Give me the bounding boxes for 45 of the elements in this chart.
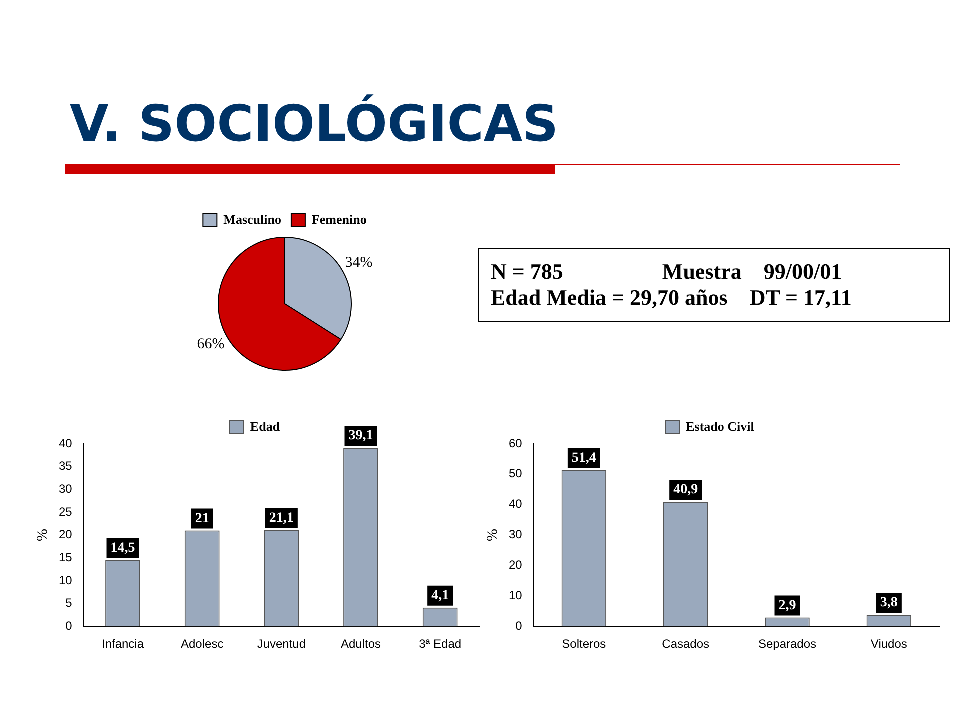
- y-tick-label: 20: [508, 558, 523, 572]
- x-tick-label: Casados: [662, 637, 710, 652]
- x-tick-label: Viudos: [870, 637, 908, 652]
- x-tick-label: Adultos: [340, 637, 382, 652]
- y-tick-label: 30: [508, 528, 523, 542]
- text: Edad Media = 29,70 años DT = 17,11: [491, 285, 852, 310]
- x-tick-label: Solteros: [562, 637, 606, 652]
- text: V. SOCIOLÓGICAS: [70, 95, 559, 153]
- y-tick-label: 0: [516, 618, 523, 633]
- y-tick-label: 10: [58, 573, 73, 588]
- y-axis-title: %: [484, 529, 501, 542]
- data-label: 2,9: [778, 598, 796, 614]
- text: N = 785 Muestra 99/00/01: [491, 259, 842, 284]
- data-label: 34%: [345, 255, 373, 272]
- y-tick-label: 30: [58, 482, 73, 496]
- y-tick-label: 10: [508, 588, 523, 602]
- x-tick-label: Adolesc: [180, 637, 224, 652]
- y-tick-label: 35: [58, 459, 73, 474]
- y-tick-label: 25: [58, 504, 73, 519]
- x-tick-label: Juventud: [257, 637, 306, 652]
- y-tick-label: 5: [66, 596, 73, 610]
- y-tick-label: 15: [58, 550, 73, 564]
- data-label: 21: [195, 511, 210, 526]
- data-label: 4,1: [432, 588, 450, 604]
- x-tick-label: Separados: [758, 637, 817, 652]
- data-label: 66%: [197, 336, 225, 353]
- y-tick-label: 20: [58, 528, 73, 542]
- data-label: 51,4: [572, 450, 596, 466]
- y-tick-label: 60: [508, 436, 523, 450]
- y-tick-label: 40: [58, 436, 73, 450]
- data-label: 21,1: [269, 510, 294, 526]
- data-label: 14,5: [110, 541, 136, 556]
- legend-label: Masculino: [224, 212, 282, 227]
- legend-label: Femenino: [312, 212, 367, 227]
- x-tick-label: Infancia: [102, 637, 144, 652]
- data-label: 3,8: [880, 596, 898, 611]
- legend-label: Estado Civil: [686, 418, 755, 434]
- y-tick-label: 0: [66, 618, 73, 633]
- legend-label: Edad: [250, 418, 281, 434]
- data-label: 40,9: [674, 482, 698, 498]
- x-tick-label: 3ª Edad: [419, 637, 462, 652]
- data-label: 39,1: [348, 428, 374, 444]
- y-tick-label: 40: [508, 497, 523, 512]
- y-tick-label: 50: [508, 466, 523, 481]
- y-axis-title: %: [34, 529, 51, 542]
